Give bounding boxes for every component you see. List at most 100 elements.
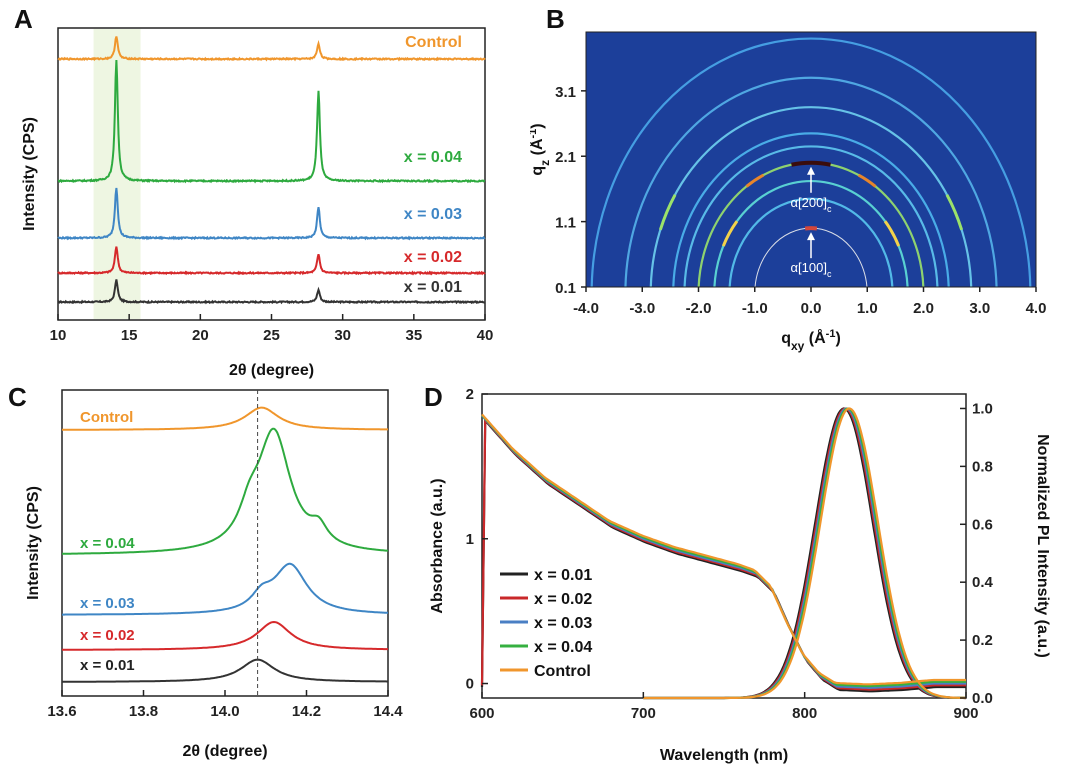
series-x-0-01 (62, 658, 388, 683)
y-tick-label: 3.1 (555, 84, 576, 101)
series-line (57, 59, 486, 184)
legend-label-x-0-02: x = 0.02 (534, 591, 592, 608)
y-axis-label: Intensity (CPS) (21, 117, 38, 231)
series-label-x-0-01: x = 0.01 (80, 657, 135, 674)
x-tick-label: 1.0 (857, 300, 878, 317)
chart-b-giwaxs-map: α[200]c α[100]c -4.0 -3.0 -2.0 -1.0 0.0 1.0 2.0 3… (530, 31, 1047, 353)
series-line (57, 279, 485, 305)
x-tick-label: 2.0 (913, 300, 934, 317)
x-tick-label: 15 (121, 327, 138, 344)
annotation-200-c: α[200]c (791, 195, 832, 214)
y-tick-label: 0 (466, 676, 474, 693)
panel-label-c: C (8, 382, 27, 412)
x-axis-label: 2θ (degree) (182, 743, 267, 760)
ring (590, 37, 1032, 287)
series-x-0-04 (57, 59, 486, 184)
x-tick-label: 10 (50, 327, 67, 344)
series-label-x-0-03: x = 0.03 (404, 206, 462, 223)
x-tick-label: -2.0 (686, 300, 712, 317)
x-tick-label: 13.8 (129, 703, 158, 720)
series-line (57, 246, 486, 276)
y-right-axis-label: Normalized PL Intensity (a.u.) (1034, 434, 1051, 658)
ring (624, 76, 998, 287)
ring (728, 197, 894, 287)
y-axis-label: Absorbance (a.u.) (429, 478, 446, 613)
y-right-tick-label: 0.8 (972, 458, 993, 475)
x-tick-label: 3.0 (969, 300, 990, 317)
series-label-x-0-02: x = 0.02 (80, 627, 135, 644)
panel-label-b: B (546, 4, 565, 34)
series-control (57, 36, 486, 62)
x-tick-label: 25 (263, 327, 280, 344)
panel-label-d: D (424, 382, 443, 412)
x-tick-label: 14.0 (210, 703, 239, 720)
series-line (62, 562, 388, 616)
pl-line (643, 407, 966, 700)
ring (672, 132, 950, 287)
chart-a-xrd-patterns: x = 0.01 x = 0.02 x = 0.03 x = 0.04 Control 1… (21, 27, 494, 379)
series-label-x-0-04: x = 0.04 (80, 535, 135, 552)
annotation-arrowhead (807, 232, 815, 241)
series-line (62, 620, 388, 651)
ring-arc (857, 173, 877, 188)
x-tick-label: 14.4 (373, 703, 403, 720)
series-line (62, 658, 388, 683)
series-line (57, 36, 486, 62)
legend: x = 0.01 x = 0.02 x = 0.03 x = 0.04 Control (500, 567, 592, 680)
series-control (481, 407, 966, 700)
x-tick-label: 0.0 (801, 300, 822, 317)
x-tick-label: -1.0 (742, 300, 768, 317)
series-line (62, 406, 388, 431)
x-axis-label: qxy (Å-1) (781, 328, 841, 353)
ring-arc (883, 220, 901, 247)
x-tick-label: 30 (334, 327, 351, 344)
y-axis-label: Intensity (CPS) (25, 486, 42, 600)
y-right-tick-label: 0.6 (972, 516, 993, 533)
x-tick-label: 20 (192, 327, 209, 344)
y-tick-label: 1 (466, 531, 474, 548)
series-label-x-0-02: x = 0.02 (404, 249, 462, 266)
y-right-tick-label: 0.2 (972, 632, 993, 649)
ring-arc (658, 194, 677, 231)
annotation-100-c: α[100]c (791, 260, 832, 279)
x-tick-label: 40 (477, 327, 494, 344)
series-label-x-0-01: x = 0.01 (404, 279, 462, 296)
series-label-control: Control (405, 34, 462, 51)
ring-arc (791, 160, 831, 167)
y-tick-label: 2.1 (555, 149, 576, 166)
y-right-tick-label: 1.0 (972, 400, 993, 417)
series-x-0-04 (62, 427, 389, 555)
series-control (62, 406, 388, 431)
absorbance-line (481, 413, 966, 686)
y-tick-label: 0.1 (555, 280, 576, 297)
ring-arc (721, 220, 739, 247)
chart-d-absorbance-pl: x = 0.01 x = 0.02 x = 0.03 x = 0.04 Control 6… (429, 386, 1051, 764)
x-tick-label: -4.0 (573, 300, 599, 317)
y-tick-label: 2 (466, 386, 474, 403)
series-label-control: Control (80, 409, 133, 426)
legend-label-x-0-01: x = 0.01 (534, 567, 592, 584)
series-line (57, 187, 486, 241)
y-right-tick-label: 0.0 (972, 690, 993, 707)
chart-c-zoomed-xrd: x = 0.01 x = 0.02 x = 0.03 x = 0.04 Control 1… (25, 389, 403, 760)
x-tick-label: 14.2 (292, 703, 321, 720)
x-tick-label: 600 (469, 705, 494, 722)
y-right-tick-label: 0.4 (972, 574, 994, 591)
x-tick-label: 13.6 (47, 703, 76, 720)
ring-arc (745, 173, 765, 188)
legend-label-x-0-04: x = 0.04 (534, 639, 592, 656)
x-axis-label: Wavelength (nm) (660, 747, 788, 764)
panel-label-a: A (14, 4, 33, 34)
legend-label-x-0-03: x = 0.03 (534, 615, 592, 632)
series-x-0-02 (57, 246, 486, 276)
ring (683, 145, 939, 287)
legend-label-control: Control (534, 663, 591, 680)
x-tick-label: 700 (631, 705, 656, 722)
ring-arc (945, 194, 964, 231)
x-tick-label: -3.0 (629, 300, 655, 317)
series-label-x-0-03: x = 0.03 (80, 595, 135, 612)
series-x-0-03 (57, 187, 486, 241)
x-axis-label: 2θ (degree) (229, 362, 314, 379)
ring (649, 106, 973, 287)
x-tick-label: 4.0 (1026, 300, 1047, 317)
